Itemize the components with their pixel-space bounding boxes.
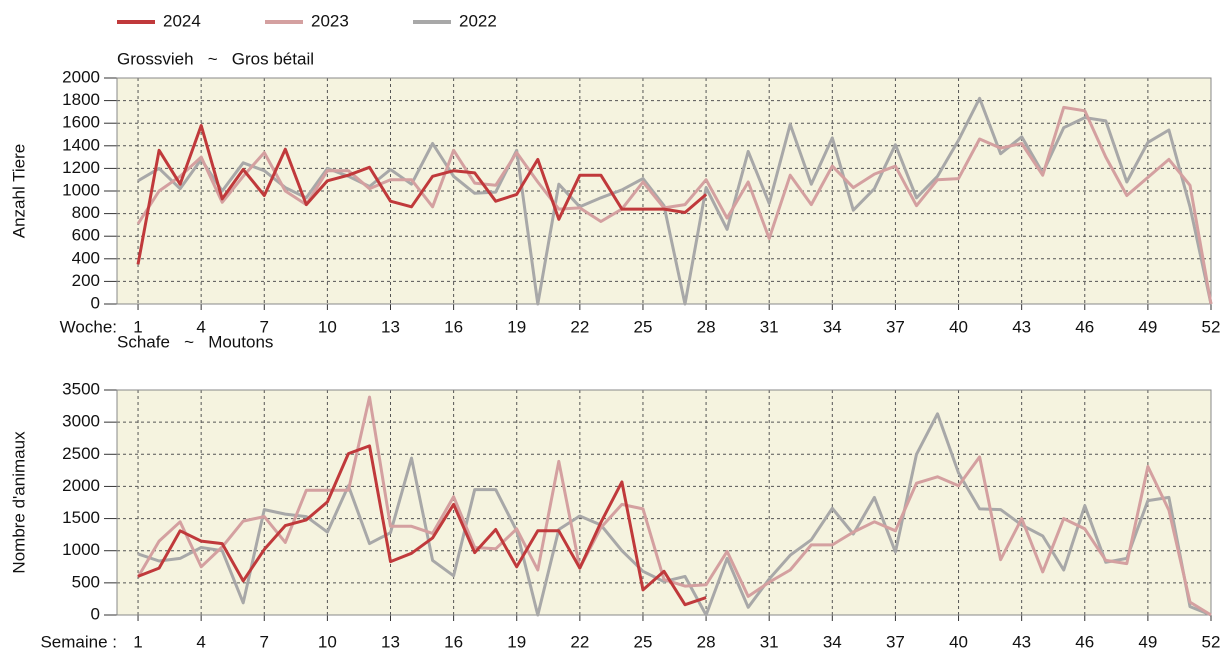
- plot-frame: [116, 389, 1212, 616]
- y-tick-label: 1000: [62, 180, 100, 199]
- y-tick-label: 1800: [62, 90, 100, 109]
- plot-frame: [116, 77, 1212, 305]
- x-tick-label: 22: [570, 317, 589, 336]
- x-tick-label: 34: [823, 317, 842, 336]
- x-tick-label: 10: [318, 632, 337, 651]
- x-tick-label: 28: [697, 317, 716, 336]
- series-line: [136, 395, 1212, 617]
- legend-label: 2024: [163, 11, 201, 30]
- x-tick-label: 10: [318, 317, 337, 336]
- x-tick-label: 46: [1075, 317, 1094, 336]
- legend-label: 2023: [311, 11, 349, 30]
- y-tick-label: 1200: [62, 158, 100, 177]
- x-tick-label: 37: [886, 317, 905, 336]
- x-tick-label: 52: [1202, 317, 1221, 336]
- x-tick-label: 7: [260, 317, 269, 336]
- y-tick-label: 3500: [62, 379, 100, 398]
- x-tick-label: 4: [196, 317, 205, 336]
- x-tick-label: 25: [634, 632, 653, 651]
- x-tick-label: 46: [1075, 632, 1094, 651]
- x-tick-label: 4: [196, 632, 205, 651]
- x-tick-label: 16: [444, 632, 463, 651]
- x-tick-label: 13: [381, 317, 400, 336]
- x-tick-label: 37: [886, 632, 905, 651]
- chart-title: Grossvieh ~ Gros bétail: [117, 49, 314, 68]
- y-tick-label: 500: [72, 572, 100, 591]
- legend-label: 2022: [459, 11, 497, 30]
- x-tick-label: 25: [634, 317, 653, 336]
- y-tick-label: 800: [72, 203, 100, 222]
- x-tick-label: 52: [1202, 632, 1221, 651]
- series-line: [136, 124, 708, 265]
- x-tick-label: 31: [760, 317, 779, 336]
- x-axis-label: Woche:: [60, 317, 117, 336]
- y-axis-label: Nombre d'animaux: [9, 431, 28, 574]
- y-tick-label: 3000: [62, 412, 100, 431]
- x-tick-label: 31: [760, 632, 779, 651]
- x-tick-label: 43: [1012, 317, 1031, 336]
- x-tick-label: 13: [381, 632, 400, 651]
- y-tick-label: 0: [91, 293, 100, 312]
- x-tick-label: 1: [133, 632, 142, 651]
- x-tick-label: 40: [949, 632, 968, 651]
- y-tick-label: 200: [72, 271, 100, 290]
- series-line: [137, 96, 1213, 306]
- x-tick-label: 34: [823, 632, 842, 651]
- chart-title: Schafe ~ Moutons: [117, 332, 273, 351]
- series-line: [137, 444, 707, 607]
- x-axis-label: Semaine :: [40, 632, 117, 651]
- x-tick-label: 40: [949, 317, 968, 336]
- y-tick-label: 1400: [62, 135, 100, 154]
- y-tick-label: 400: [72, 248, 100, 267]
- x-tick-label: 19: [507, 317, 526, 336]
- y-tick-label: 2500: [62, 444, 100, 463]
- series-line: [136, 105, 1213, 305]
- x-tick-label: 1: [133, 317, 142, 336]
- y-tick-label: 1000: [62, 540, 100, 559]
- y-tick-label: 1600: [62, 113, 100, 132]
- y-tick-label: 1500: [62, 508, 100, 527]
- y-axis-label: Anzahl Tiere: [9, 144, 28, 239]
- x-tick-label: 22: [570, 632, 589, 651]
- y-tick-label: 2000: [62, 476, 100, 495]
- x-tick-label: 19: [507, 632, 526, 651]
- y-tick-label: 600: [72, 226, 100, 245]
- series-line: [137, 412, 1212, 617]
- x-tick-label: 43: [1012, 632, 1031, 651]
- x-tick-label: 7: [260, 632, 269, 651]
- y-tick-label: 0: [91, 604, 100, 623]
- x-tick-label: 16: [444, 317, 463, 336]
- x-tick-label: 28: [697, 632, 716, 651]
- y-tick-label: 2000: [62, 67, 100, 86]
- x-tick-label: 49: [1138, 317, 1157, 336]
- x-tick-label: 49: [1138, 632, 1157, 651]
